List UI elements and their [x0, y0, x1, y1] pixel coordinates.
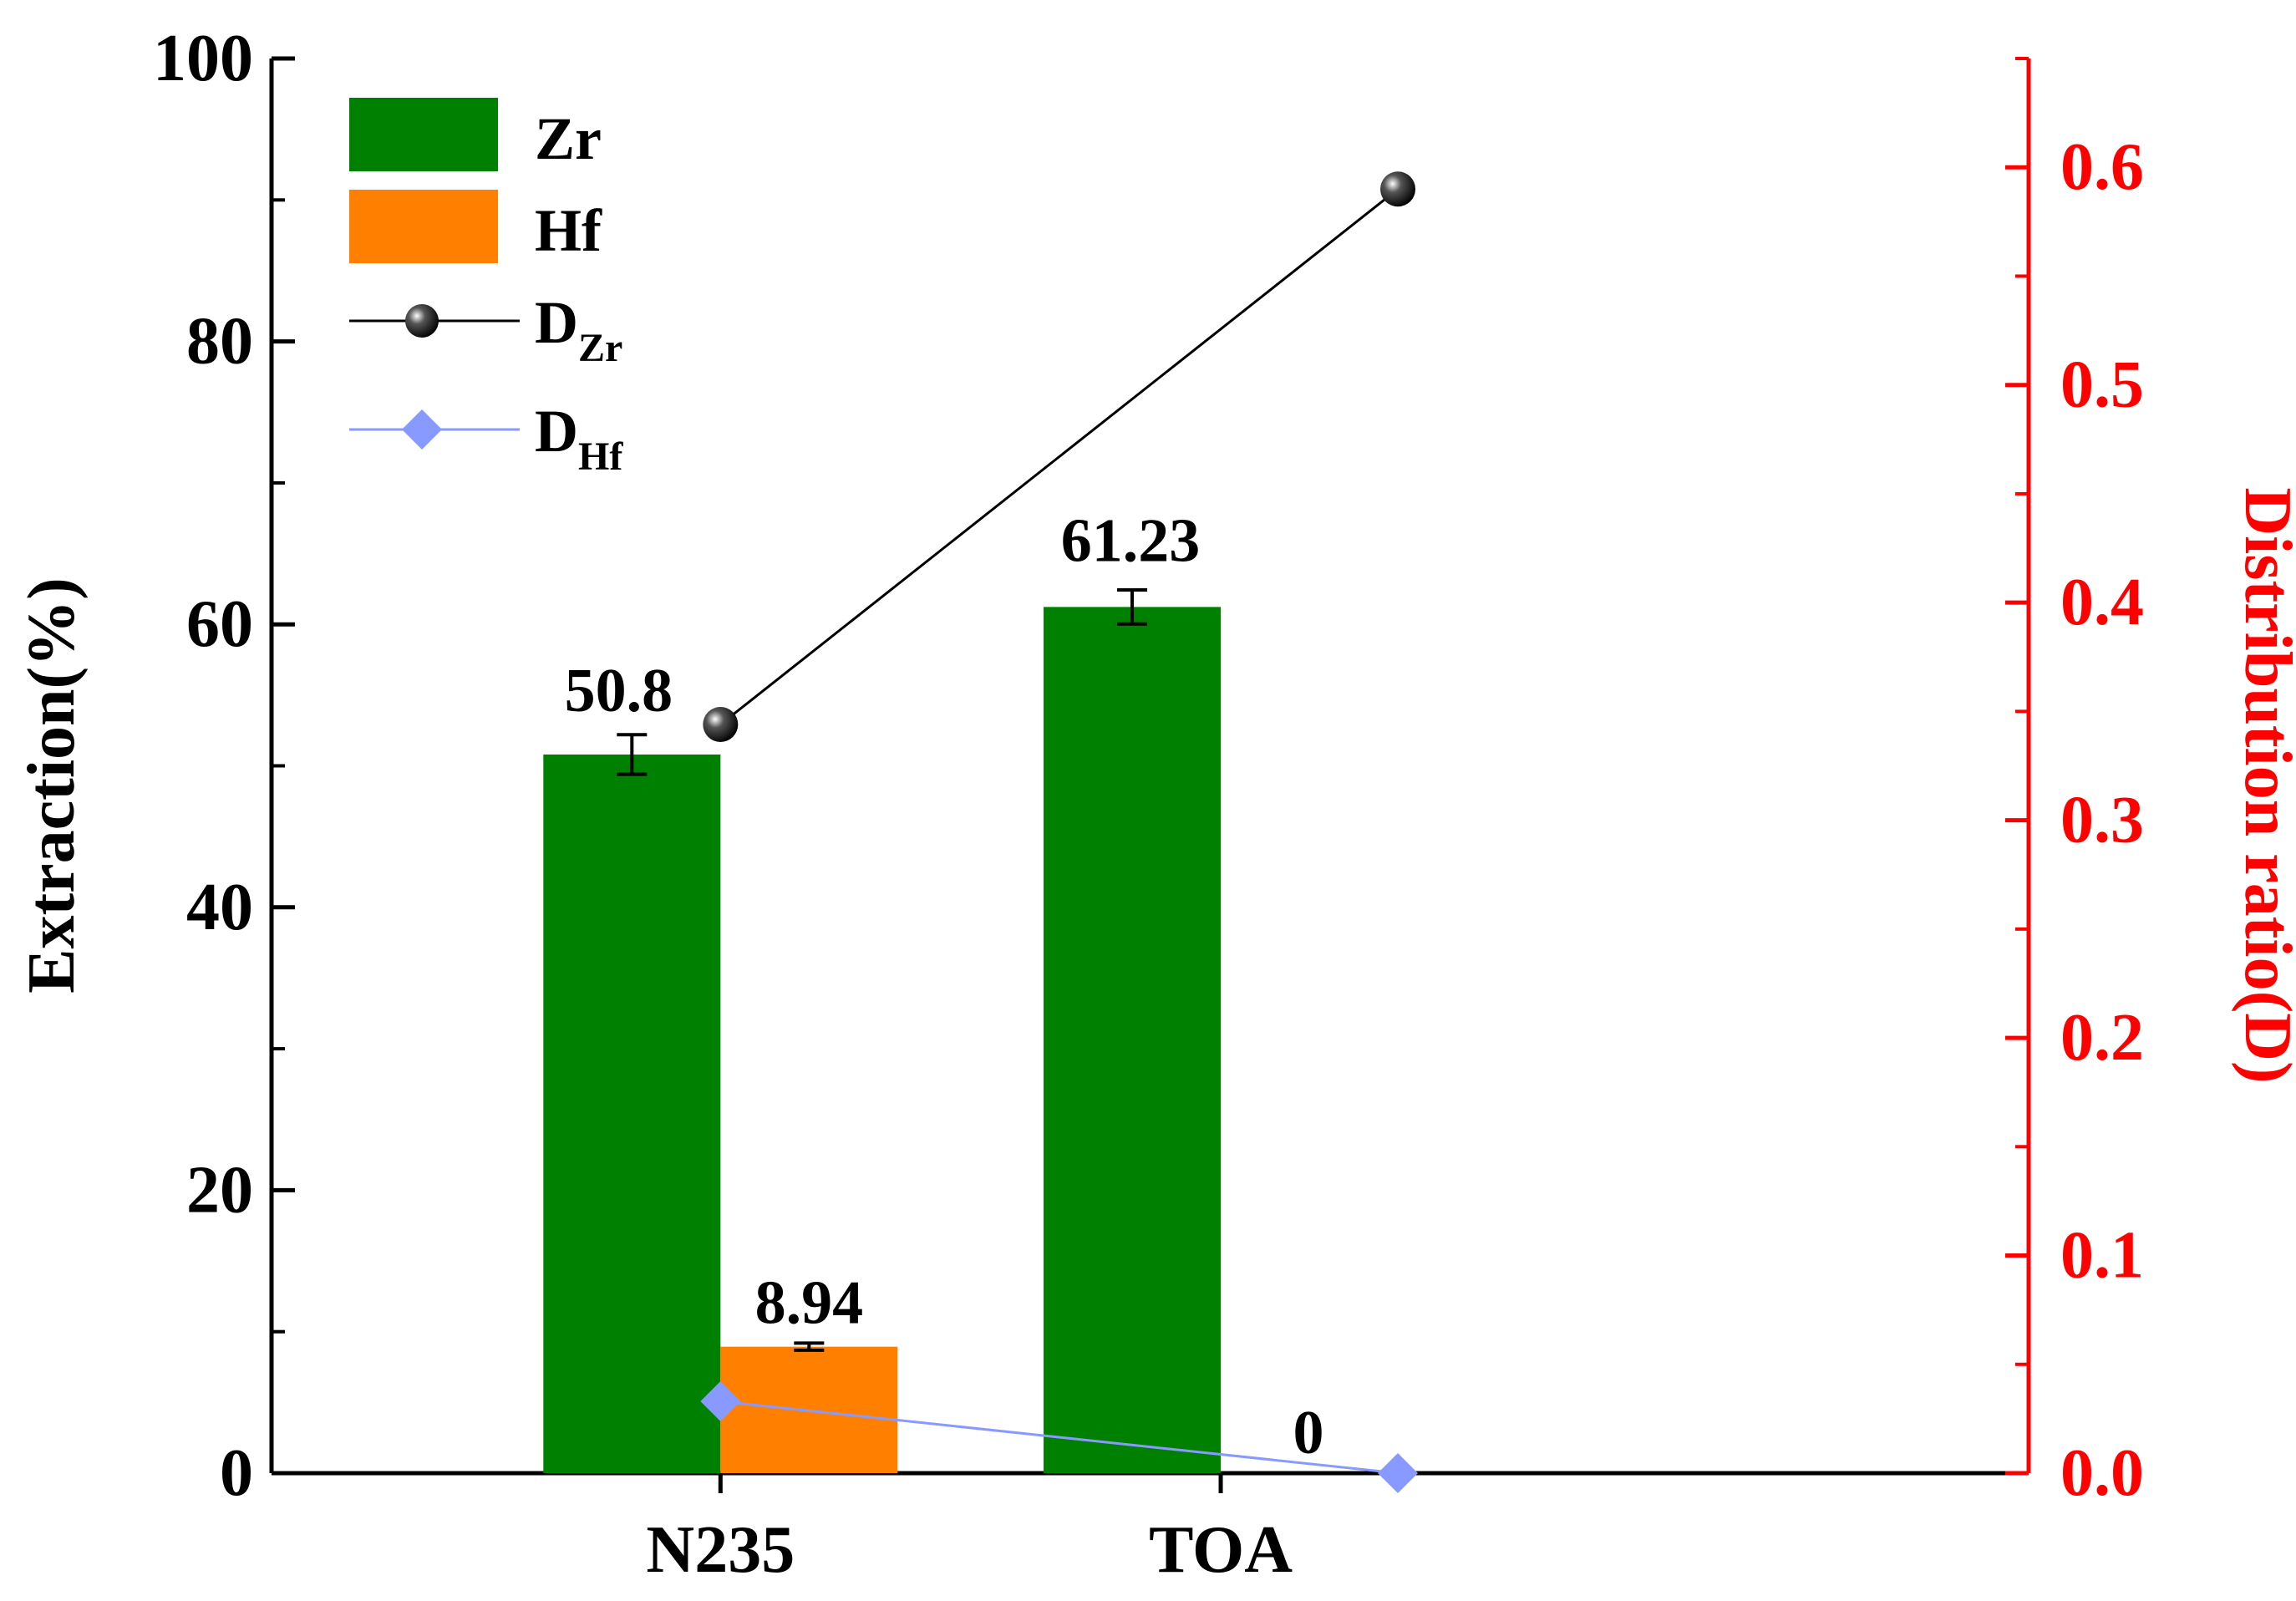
marker-dzr-n235: [703, 707, 739, 743]
x-tick-label-N235: N235: [646, 1513, 795, 1587]
marker-dzr-toa: [1380, 171, 1416, 207]
legend-swatch-hf: [349, 190, 498, 263]
line-dzr: [719, 188, 1399, 726]
y-tick-label-40: 40: [186, 871, 253, 944]
y2-tick-label-0.1: 0.1: [2060, 1219, 2144, 1293]
y2-tick-label-0.2: 0.2: [2060, 1001, 2144, 1075]
marker-dhf-toa: [1378, 1453, 1419, 1493]
y-tick-label-100: 100: [153, 22, 253, 95]
legend: Zr Hf DZr DHf: [349, 98, 623, 479]
marker-dhf-n235: [700, 1381, 741, 1422]
legend-dzr-sub: Zr: [578, 326, 622, 370]
legend-label-dhf: DHf: [535, 398, 623, 479]
legend-marker-dzr: [405, 304, 439, 338]
legend-swatch-zr: [349, 98, 498, 171]
bar-zr-toa: [1044, 607, 1222, 1473]
legend-label-dzr: DZr: [535, 289, 622, 370]
y2-tick-label-0.3: 0.3: [2060, 784, 2144, 857]
legend-dhf-sub: Hf: [578, 435, 623, 479]
y-tick-label-20: 20: [186, 1153, 253, 1227]
y2-axis-label: Distribution ratio(D): [2231, 487, 2296, 1083]
x-tick-label-TOA: TOA: [1149, 1513, 1293, 1587]
y2-tick-label-0.6: 0.6: [2060, 130, 2144, 204]
y-tick-label-80: 80: [186, 305, 253, 379]
line-dhf: [720, 1400, 1399, 1475]
legend-label-zr: Zr: [535, 105, 602, 172]
legend-label-hf: Hf: [535, 197, 602, 264]
data-label-hf-n235: 8.94: [755, 1269, 864, 1338]
legend-marker-dhf: [402, 409, 442, 450]
legend-dhf-main: D: [535, 398, 578, 465]
legend-dzr-main: D: [535, 289, 578, 356]
y-tick-label-0: 0: [220, 1436, 253, 1510]
y2-tick-label-0.0: 0.0: [2060, 1436, 2144, 1510]
y-tick-label-60: 60: [186, 587, 253, 661]
y2-tick-label-0.4: 0.4: [2060, 566, 2144, 639]
y-axis-label: Extraction(%): [15, 577, 89, 994]
plot-area: 0 20 40 60 80 100 0.0 0.1 0.2 0.3 0.4 0.5 0.6 N235 TOA…: [153, 22, 2144, 1587]
data-label-zr-n235: 50.8: [565, 657, 673, 725]
data-label-hf-toa: 0: [1293, 1399, 1324, 1467]
y2-tick-label-0.5: 0.5: [2060, 348, 2144, 422]
data-label-zr-toa: 61.23: [1061, 506, 1201, 575]
bar-zr-n235: [543, 754, 721, 1473]
